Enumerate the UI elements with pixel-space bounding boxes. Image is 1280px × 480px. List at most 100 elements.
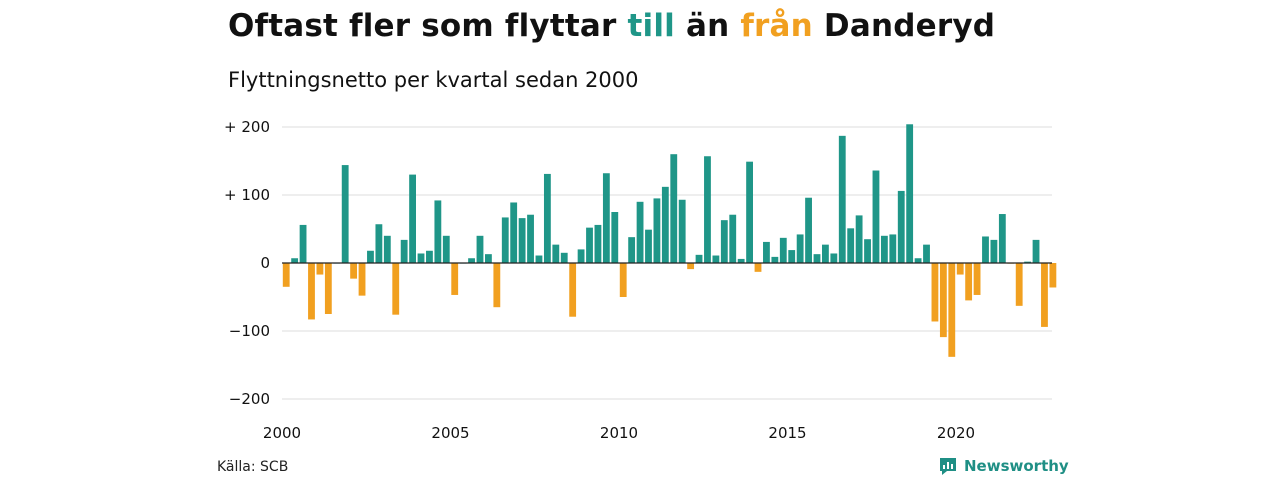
bar (1024, 261, 1032, 263)
bar (1041, 263, 1048, 327)
bar (493, 263, 501, 308)
bar (931, 263, 939, 322)
source-note: Källa: SCB (217, 459, 289, 475)
bar (704, 156, 711, 263)
bar (998, 214, 1006, 263)
bar (324, 263, 332, 314)
bar (847, 228, 855, 263)
newsworthy-logo-icon (940, 458, 956, 475)
y-tick-label: −100 (229, 322, 270, 340)
bar (341, 165, 349, 263)
brand-name: Newsworthy (964, 457, 1069, 475)
bar (569, 263, 577, 317)
bar (417, 253, 425, 263)
bar (822, 244, 829, 263)
y-tick-label: −200 (229, 390, 270, 408)
bar (956, 263, 964, 275)
bar (982, 236, 989, 263)
title-fran-word: från (740, 8, 813, 44)
bar (661, 186, 669, 263)
bar (316, 263, 324, 275)
bar (535, 255, 543, 263)
bar (914, 258, 922, 263)
bar (527, 214, 534, 263)
bar (906, 124, 914, 263)
bar (602, 173, 610, 263)
bar (754, 263, 762, 272)
bar (746, 161, 753, 263)
bar (358, 263, 366, 296)
bar (577, 249, 585, 263)
bar (291, 258, 299, 263)
bar (636, 201, 644, 263)
bar (367, 250, 374, 263)
bar (518, 218, 526, 263)
bar (830, 253, 838, 263)
bar (1015, 263, 1023, 306)
bar (805, 197, 812, 263)
bar (712, 255, 720, 263)
bar (788, 250, 796, 263)
bar (434, 200, 442, 263)
bar (880, 235, 888, 263)
bar (687, 263, 695, 270)
bar (939, 263, 947, 338)
bar (729, 214, 737, 263)
bar (375, 224, 383, 263)
bar (308, 263, 315, 320)
x-tick-label: 2005 (431, 424, 469, 442)
bar (451, 263, 459, 295)
bar (409, 174, 416, 263)
bar (1032, 239, 1040, 263)
bar (670, 154, 678, 263)
title-part-3: Danderyd (812, 8, 996, 44)
chart-subtitle: Flyttningsnetto per kvartal sedan 2000 (228, 68, 639, 92)
bar (468, 258, 475, 263)
bar (720, 220, 728, 263)
bar (965, 263, 973, 301)
bar (973, 263, 981, 295)
bar (990, 239, 998, 263)
bar (501, 217, 509, 263)
brand-logo[interactable]: Newsworthy (938, 456, 1069, 476)
bar (645, 229, 652, 263)
bar (838, 135, 846, 263)
bar (855, 215, 863, 263)
bar (383, 235, 391, 263)
bar (923, 244, 930, 263)
bar (695, 254, 703, 263)
bar (510, 202, 518, 263)
x-tick-label: 2000 (263, 424, 301, 442)
bar (552, 244, 560, 263)
bar (594, 224, 602, 263)
bar (864, 239, 871, 263)
bar (485, 254, 492, 263)
title-part-2: än (674, 8, 741, 44)
bar (771, 256, 779, 263)
bar (813, 254, 821, 263)
bar (560, 252, 568, 263)
x-tick-label: 2010 (600, 424, 638, 442)
title-till-word: till (627, 8, 675, 44)
bar (948, 263, 956, 357)
bar (737, 258, 745, 263)
bar (897, 190, 905, 263)
x-tick-label: 2015 (768, 424, 806, 442)
bar (796, 234, 804, 263)
bar (476, 235, 484, 263)
bar (889, 234, 897, 263)
bar (763, 241, 770, 263)
bar (543, 173, 551, 263)
bar (586, 227, 593, 263)
bar (426, 250, 433, 263)
bar (400, 239, 408, 263)
bar (442, 235, 450, 263)
bar (392, 263, 400, 315)
bar (678, 199, 686, 263)
bar (653, 198, 661, 263)
bar (872, 170, 880, 263)
bar (619, 263, 627, 297)
bar (611, 212, 619, 263)
page-title: Oftast fler som flyttar till än från Dan… (228, 8, 995, 44)
